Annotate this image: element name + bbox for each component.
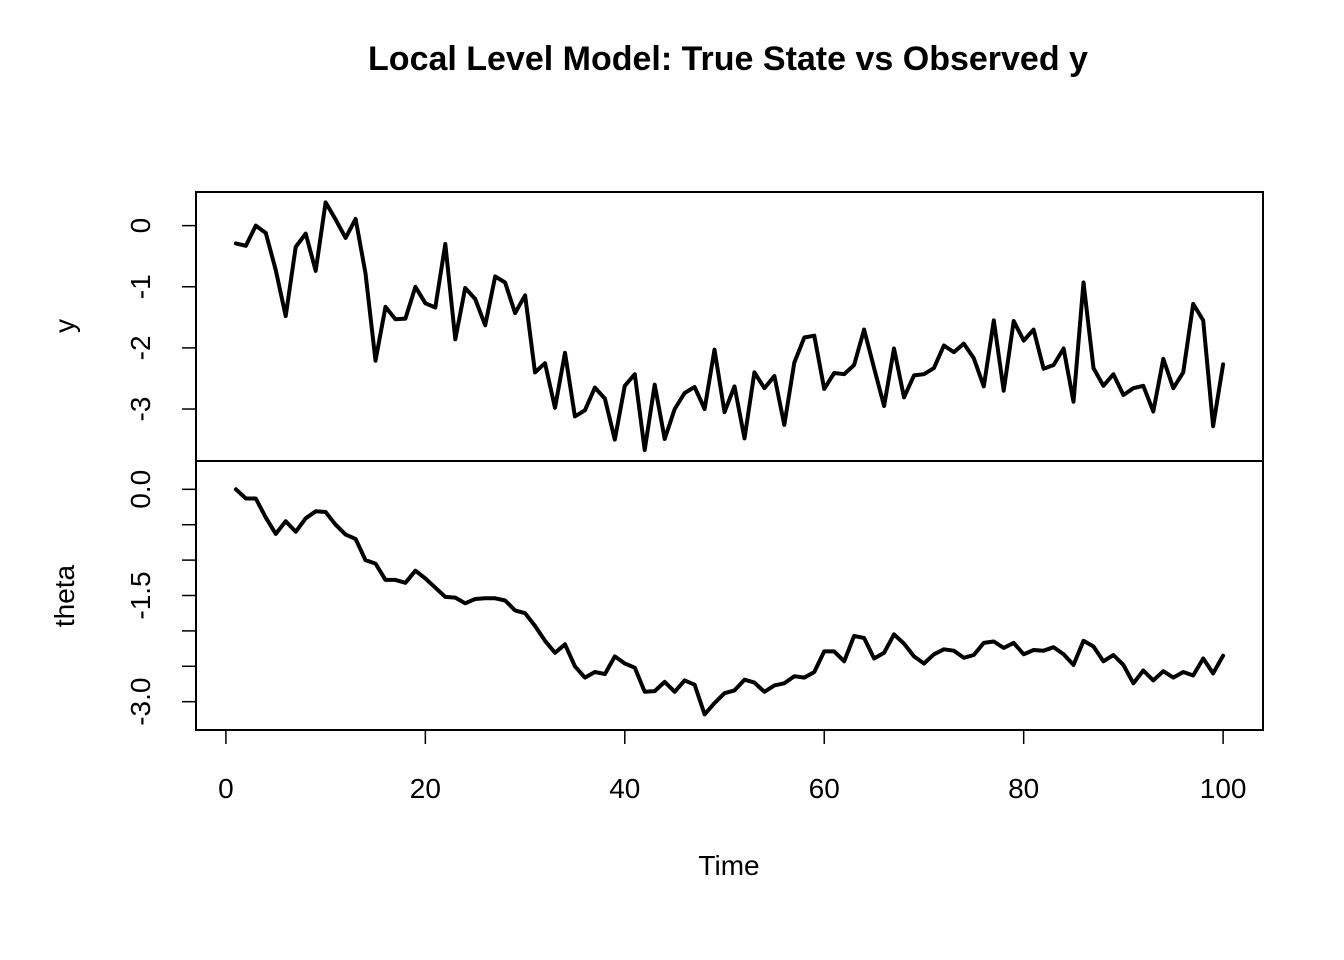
theta-tick-label: -3.0 xyxy=(125,678,156,726)
x-axis-title: Time xyxy=(698,850,759,881)
panel-theta: theta 0.0 -1.5 -3.0 xyxy=(49,460,1264,731)
panel-theta-frame xyxy=(195,460,1264,731)
x-tick-label: 40 xyxy=(609,773,640,804)
chart-title: Local Level Model: True State vs Observe… xyxy=(368,40,1088,78)
theta-tick-label: 0.0 xyxy=(125,470,156,509)
theta-axis-title: theta xyxy=(49,564,80,627)
x-tick-label: 80 xyxy=(1008,773,1039,804)
theta-axis-ticks: 0.0 -1.5 -3.0 xyxy=(125,470,196,726)
x-axis-ticks: 0 20 40 60 80 100 xyxy=(218,729,1247,804)
theta-tick-label: -1.5 xyxy=(125,571,156,619)
y-tick-label: 0 xyxy=(125,218,156,234)
x-tick-label: 100 xyxy=(1200,773,1247,804)
y-tick-label: -2 xyxy=(125,335,156,360)
x-tick-label: 0 xyxy=(218,773,234,804)
panel-y: y 0 -1 -2 -3 xyxy=(49,191,1264,462)
x-tick-label: 20 xyxy=(410,773,441,804)
y-tick-label: -3 xyxy=(125,397,156,422)
x-axis: 0 20 40 60 80 100 Time xyxy=(218,729,1247,881)
x-tick-label: 60 xyxy=(809,773,840,804)
series-line-y xyxy=(233,200,1226,452)
y-axis-title: y xyxy=(49,319,80,333)
series-line-theta xyxy=(233,487,1226,717)
y-tick-label: -1 xyxy=(125,274,156,299)
y-axis-ticks: 0 -1 -2 -3 xyxy=(125,218,196,422)
